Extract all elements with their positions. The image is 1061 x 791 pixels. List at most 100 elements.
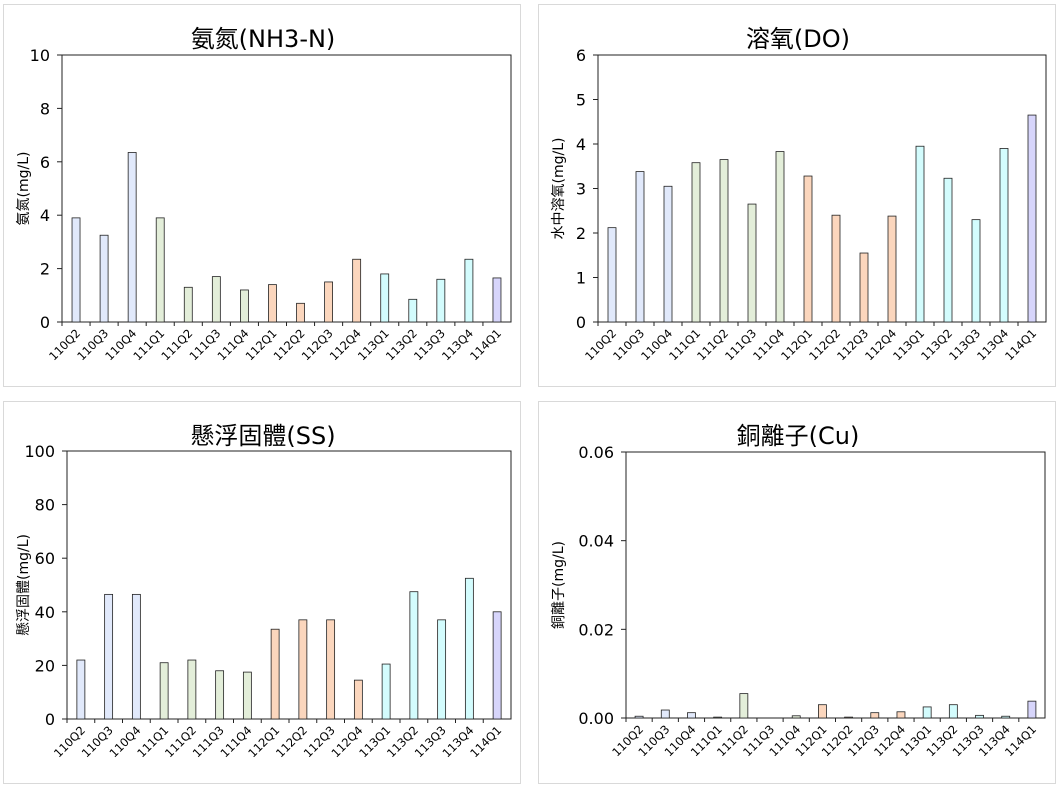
bar-113Q2 <box>948 704 958 719</box>
y-tick-label: 6 <box>40 153 50 172</box>
bar-111Q4 <box>791 715 801 719</box>
bar-112Q2 <box>844 716 853 719</box>
bar-113Q3 <box>436 278 446 323</box>
bar-113Q3 <box>975 714 984 719</box>
chart-panel-ammonia: 氨氮(NH3-N) 氨氮(mg/L) 0 2 4 6 8 10 110Q2 110Q3 110Q4 1… <box>3 4 521 387</box>
bar-110Q4 <box>131 593 141 720</box>
bar-110Q3 <box>660 709 670 719</box>
bar-113Q2 <box>409 591 419 720</box>
chart-title: 溶氧(DO) <box>746 25 850 53</box>
y-tick-label: 0 <box>45 710 55 729</box>
bar-111Q1 <box>159 662 169 720</box>
bar-112Q3 <box>870 712 880 719</box>
chart-svg-suspended-solids: 懸浮固體(SS)懸浮固體(mg/L)020406080100110Q2110Q3… <box>16 422 512 760</box>
y-tick-label: 2 <box>576 224 586 243</box>
bar-111Q4 <box>242 671 252 720</box>
bar-110Q4 <box>127 152 137 323</box>
bar-113Q1 <box>381 663 391 720</box>
bar-112Q2 <box>296 302 305 323</box>
bar-111Q3 <box>747 203 757 323</box>
bar-113Q4 <box>464 577 474 720</box>
bar-112Q3 <box>859 252 869 323</box>
y-axis-label: 懸浮固體(mg/L) <box>16 534 32 636</box>
bar-110Q2 <box>76 659 86 720</box>
y-tick-label: 0 <box>576 313 586 332</box>
bar-110Q2 <box>71 217 81 323</box>
chart-panel-dissolved-oxygen: 溶氧(DO) 水中溶氧(mg/L) 0 1 2 3 4 5 6 110Q2 110Q3 110Q4 11… <box>538 4 1056 387</box>
bar-111Q4 <box>240 289 249 323</box>
x-tick-label-114Q1: 114Q1 <box>1002 326 1039 363</box>
y-tick-label: 6 <box>576 46 586 65</box>
y-axis-label: 水中溶氧(mg/L) <box>551 138 567 240</box>
x-tick-label-114Q1: 114Q1 <box>467 326 504 363</box>
bar-113Q2 <box>408 298 418 323</box>
y-tick-label: 100 <box>24 442 55 461</box>
bar-110Q4 <box>687 712 696 719</box>
y-tick-label: 8 <box>40 99 50 118</box>
bar-114Q1 <box>1027 700 1037 719</box>
bar-110Q3 <box>635 171 645 323</box>
bar-111Q2 <box>183 286 193 323</box>
bar-113Q2 <box>943 177 953 323</box>
bar-111Q2 <box>719 159 729 323</box>
bar-114Q1 <box>492 611 502 720</box>
y-axis-label: 銅離子(mg/L) <box>550 541 567 629</box>
y-tick-label: 0.00 <box>578 709 614 728</box>
bar-113Q4 <box>1001 715 1011 719</box>
y-tick-label: 10 <box>30 46 50 65</box>
chart-title: 懸浮固體(SS) <box>190 422 335 450</box>
bar-111Q2 <box>739 693 749 719</box>
chart-svg-ammonia: 氨氮(NH3-N)氨氮(mg/L)0246810110Q2110Q3110Q41… <box>16 25 512 363</box>
bar-113Q1 <box>915 145 925 323</box>
y-tick-label: 3 <box>576 180 586 199</box>
bar-112Q4 <box>887 215 897 323</box>
y-tick-label: 4 <box>576 135 586 154</box>
y-tick-label: 80 <box>35 496 55 515</box>
bar-112Q2 <box>298 619 308 720</box>
chart-title: 銅離子(Cu) <box>737 422 860 450</box>
bar-114Q1 <box>492 277 502 323</box>
bar-111Q4 <box>775 151 785 323</box>
bar-110Q3 <box>104 593 114 720</box>
bar-113Q1 <box>922 706 932 719</box>
bar-111Q3 <box>215 670 225 720</box>
y-tick-label: 0.04 <box>578 532 614 551</box>
bar-113Q4 <box>999 148 1009 323</box>
y-tick-label: 2 <box>40 260 50 279</box>
bar-113Q1 <box>380 273 390 323</box>
chart-title: 氨氮(NH3-N) <box>191 25 336 53</box>
y-tick-label: 0 <box>40 313 50 332</box>
bar-112Q4 <box>896 711 906 719</box>
bar-111Q1 <box>155 217 165 323</box>
bar-111Q3 <box>211 276 221 323</box>
bar-112Q1 <box>268 284 277 323</box>
bar-111Q2 <box>187 659 197 720</box>
y-tick-label: 1 <box>576 269 586 288</box>
chart-svg-dissolved-oxygen: 溶氧(DO)水中溶氧(mg/L)0123456110Q2110Q3110Q411… <box>551 25 1047 363</box>
y-tick-label: 4 <box>40 206 50 225</box>
bar-112Q4 <box>353 679 363 720</box>
bar-112Q1 <box>818 704 827 719</box>
bar-110Q2 <box>607 227 617 323</box>
y-tick-label: 0.06 <box>578 443 614 462</box>
bar-111Q1 <box>691 162 701 323</box>
x-tick-label-114Q1: 114Q1 <box>467 723 504 760</box>
y-tick-label: 60 <box>35 549 55 568</box>
chart-panel-suspended-solids: 懸浮固體(SS) 懸浮固體(mg/L) 0 20 40 60 80 100 110Q2 110Q3… <box>3 401 521 784</box>
bar-112Q3 <box>326 619 336 720</box>
plot-area-frame <box>625 451 1046 719</box>
bar-112Q3 <box>324 281 333 323</box>
bar-112Q1 <box>270 628 280 720</box>
bar-110Q4 <box>663 185 673 323</box>
bar-112Q2 <box>831 214 841 323</box>
bar-114Q1 <box>1027 114 1037 323</box>
bar-113Q3 <box>971 219 981 323</box>
chart-panel-copper: 銅離子(Cu) 銅離子(mg/L) 0.00 0.02 0.04 0.06 110Q2 110… <box>538 401 1056 784</box>
bar-111Q1 <box>713 716 723 719</box>
y-tick-label: 20 <box>35 656 55 675</box>
bar-112Q1 <box>803 175 813 323</box>
bar-113Q3 <box>437 619 447 720</box>
y-tick-label: 40 <box>35 603 55 622</box>
bar-110Q3 <box>99 234 109 323</box>
bar-112Q4 <box>352 258 362 323</box>
